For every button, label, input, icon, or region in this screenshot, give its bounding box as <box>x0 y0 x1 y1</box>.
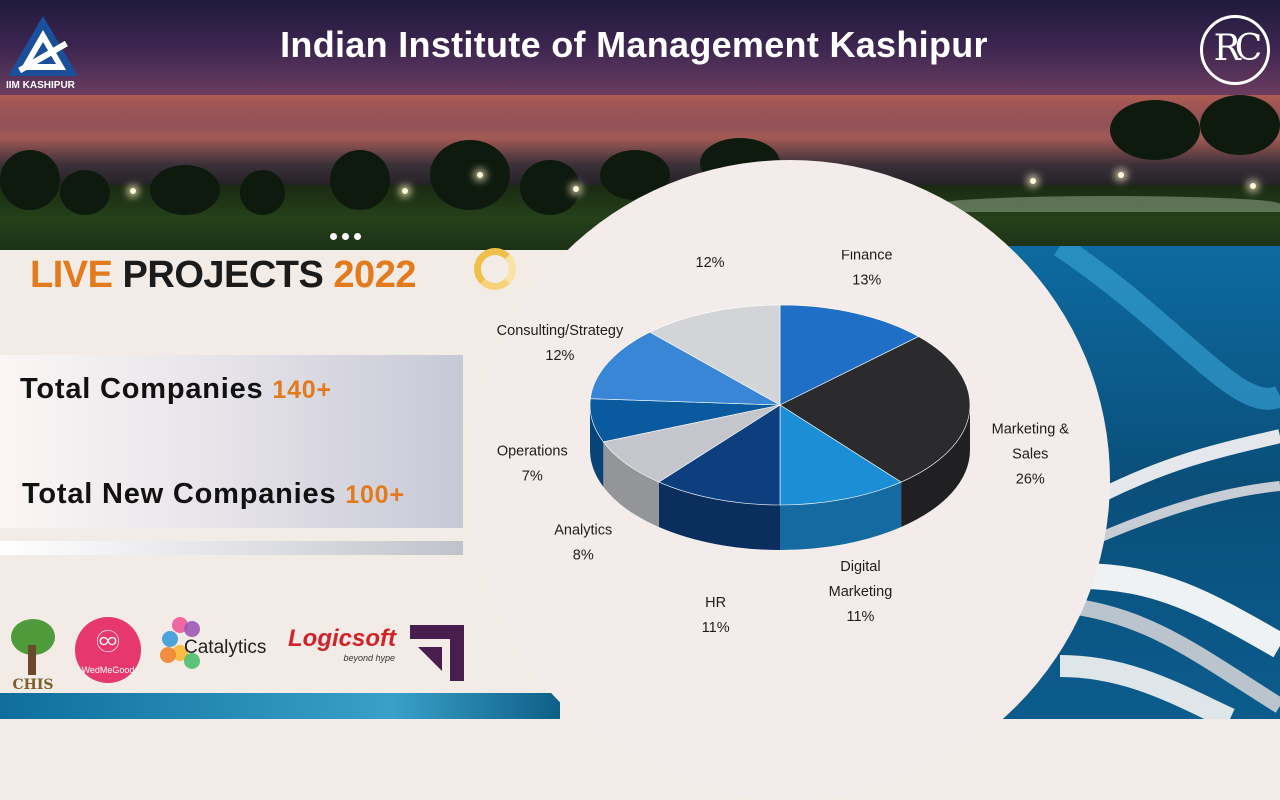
pie-label-hr: HR 11% <box>702 595 730 636</box>
pie-slice-finance <box>779 304 920 406</box>
tree <box>520 160 580 215</box>
tree <box>150 165 220 215</box>
tree <box>240 170 285 215</box>
pie-label-product-management-others: Product Management & Others12% <box>610 250 810 271</box>
section-title: LIVE PROJECTS 2022 <box>30 254 416 297</box>
section-title-year: 2022 <box>333 254 416 296</box>
tree <box>330 150 390 210</box>
logicsoft-logo: Logicsoft beyond hype <box>288 625 403 675</box>
iim-kashipur-logo: IIM KASHIPUR <box>6 14 80 94</box>
logicsoft-tagline: beyond hype <box>343 653 395 663</box>
pie-chart: Finance 13% Marketing & Sales 26% Digital Mark… <box>497 250 1070 636</box>
stat-total-companies: Total Companies 140+ <box>20 373 332 406</box>
section-title-live: LIVE <box>30 254 113 296</box>
stat-label: Total Companies <box>20 373 264 405</box>
wedmegood-logo-text: WedMeGood <box>81 665 135 675</box>
street-lamp <box>130 188 136 194</box>
pie-label-consulting-strategy: Consulting/Strategy 12% <box>497 323 624 364</box>
pie-label-digital-marketing: Digital Marketing 11% <box>829 559 893 625</box>
pie-slice-side <box>780 482 902 550</box>
pie-slice-side <box>658 482 780 550</box>
chis-logo: CHIS <box>8 615 58 695</box>
ring-icon <box>474 248 516 290</box>
horizon-glow <box>0 95 1280 125</box>
pie-slice-side <box>901 405 970 528</box>
street-lamp <box>573 186 579 192</box>
stat-value: 100+ <box>345 481 405 509</box>
street-lamp <box>402 188 408 194</box>
wedmegood-symbol-icon: ♾ <box>94 626 122 659</box>
pie-slice-side <box>603 441 659 528</box>
tree <box>60 170 110 215</box>
chis-logo-text: CHIS <box>12 677 54 693</box>
pie-slice-hr <box>658 404 781 506</box>
pie-label-analytics: Analytics 8% <box>554 522 612 563</box>
stats-box <box>0 355 463 528</box>
curve-decoration <box>1053 246 1280 719</box>
stats-underline <box>0 541 463 555</box>
street-lamp <box>477 172 483 178</box>
catalytics-logo: Catalytics <box>158 615 274 675</box>
purple-chevron-logo <box>410 625 464 681</box>
tree <box>1110 100 1200 160</box>
catalytics-logo-text: Catalytics <box>184 637 267 658</box>
section-title-projects: PROJECTS <box>122 254 324 296</box>
page-title: Indian Institute of Management Kashipur <box>280 24 988 65</box>
stat-label: Total New Companies <box>22 478 337 510</box>
tree <box>0 150 60 210</box>
pie-slice-product-management-others <box>649 304 781 406</box>
pie-label-marketing-sales: Marketing & Sales 26% <box>992 421 1070 487</box>
pie-slice-analytics <box>602 404 781 483</box>
pie-label-operations: Operations 7% <box>497 443 568 484</box>
street-lamp <box>1030 178 1036 184</box>
carousel-dots <box>330 225 366 244</box>
pie-slice-side <box>590 405 604 487</box>
pie-slice-consulting-strategy <box>590 331 781 406</box>
partner-logos: CHIS ♾ WedMeGood Catalytics Logicsoft be… <box>0 605 480 695</box>
stat-total-new-companies: Total New Companies 100+ <box>22 478 405 511</box>
tree <box>1200 95 1280 155</box>
street-lamp <box>1250 183 1256 189</box>
iim-logo-icon <box>8 16 78 76</box>
bottom-wave-strip <box>0 693 560 719</box>
monogram-logo: RC <box>1200 15 1270 85</box>
pie-label-finance: Finance 13% <box>841 250 893 288</box>
pie-slice-digital-marketing <box>779 404 902 506</box>
stat-value: 140+ <box>272 376 332 404</box>
logo-caption: IIM KASHIPUR <box>6 80 75 91</box>
tree <box>430 140 510 210</box>
campus-road <box>940 196 1280 212</box>
wedmegood-logo: ♾ WedMeGood <box>75 617 141 683</box>
chevron-logo-icon <box>410 625 464 681</box>
street-lamp <box>1118 172 1124 178</box>
pie-slice-marketing-sales <box>779 336 971 483</box>
logicsoft-logo-text: Logicsoft <box>288 625 396 652</box>
